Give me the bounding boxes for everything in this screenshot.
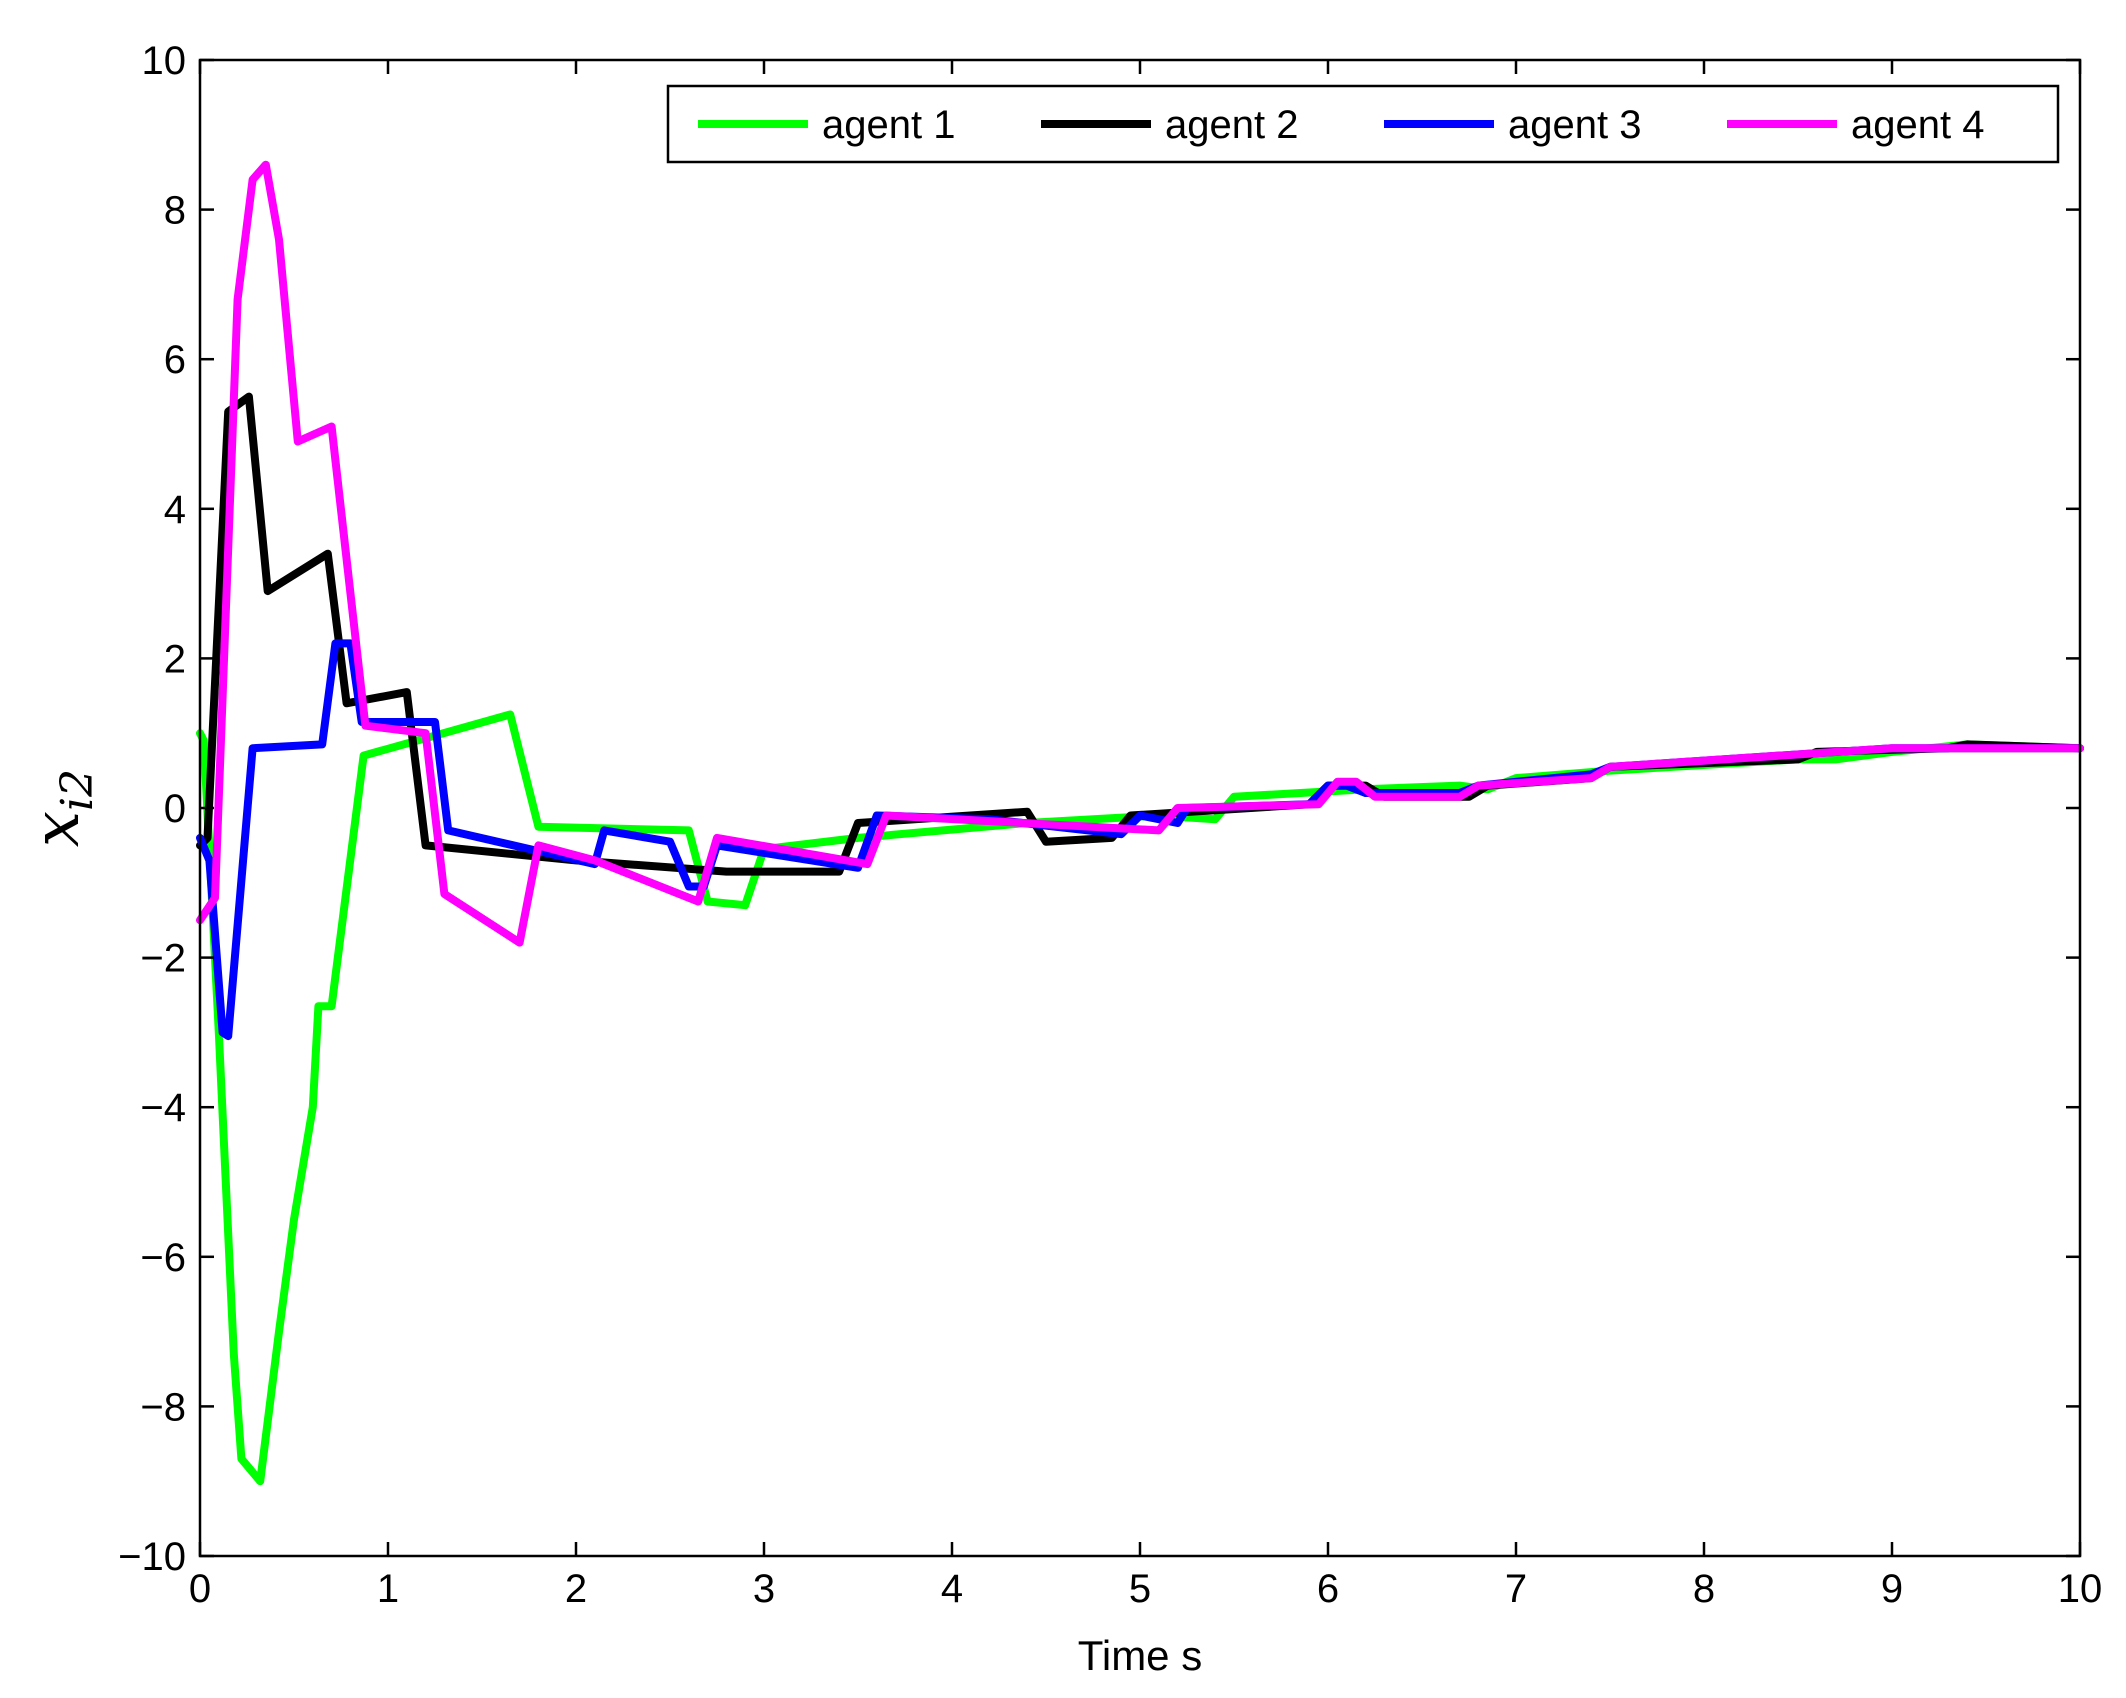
y-tick-label: 2 xyxy=(164,637,186,681)
legend-label-agent-4: agent 4 xyxy=(1851,103,1984,147)
x-tick-label: 5 xyxy=(1129,1567,1151,1611)
y-tick-label: −2 xyxy=(140,937,186,981)
y-tick-label: 6 xyxy=(164,338,186,382)
x-tick-label: 4 xyxy=(941,1567,963,1611)
legend-label-agent-2: agent 2 xyxy=(1165,103,1298,147)
x-axis-label: Time s xyxy=(1078,1632,1202,1679)
x-tick-label: 3 xyxy=(753,1567,775,1611)
x-tick-label: 8 xyxy=(1693,1567,1715,1611)
x-tick-label: 7 xyxy=(1505,1567,1527,1611)
x-tick-label: 2 xyxy=(565,1567,587,1611)
series-line-agent-4 xyxy=(196,160,2084,947)
y-tick-label: −8 xyxy=(140,1385,186,1429)
x-tick-label: 0 xyxy=(189,1567,211,1611)
x-tick-label: 1 xyxy=(377,1567,399,1611)
y-tick-label: 10 xyxy=(142,39,187,83)
y-axis-label-main: x xyxy=(20,811,94,847)
y-axis-label: xi2 xyxy=(20,769,103,847)
x-tick-label: 10 xyxy=(2058,1567,2103,1611)
legend-label-agent-3: agent 3 xyxy=(1508,103,1641,147)
x-tick-label: 9 xyxy=(1881,1567,1903,1611)
y-tick-label: −4 xyxy=(140,1086,186,1130)
y-tick-label: −10 xyxy=(118,1535,186,1579)
y-axis-label-sub: i2 xyxy=(52,769,103,811)
y-tick-label: 8 xyxy=(164,189,186,233)
y-tick-label: 4 xyxy=(164,488,186,532)
legend: agent 1 agent 2 agent 3 agent 4 xyxy=(666,84,2060,164)
series-layer xyxy=(196,160,2084,1486)
legend-label-agent-1: agent 1 xyxy=(822,103,955,147)
y-tick-label: −6 xyxy=(140,1236,186,1280)
tick-layer: 0 1 2 3 4 5 6 7 8 9 10 −10 −8 −6 −4 −2 0 2 4 6 8 10 xyxy=(118,39,2102,1611)
y-tick-label: 0 xyxy=(164,787,186,831)
x-tick-label: 6 xyxy=(1317,1567,1339,1611)
svg-text:xi2: xi2 xyxy=(20,769,103,847)
